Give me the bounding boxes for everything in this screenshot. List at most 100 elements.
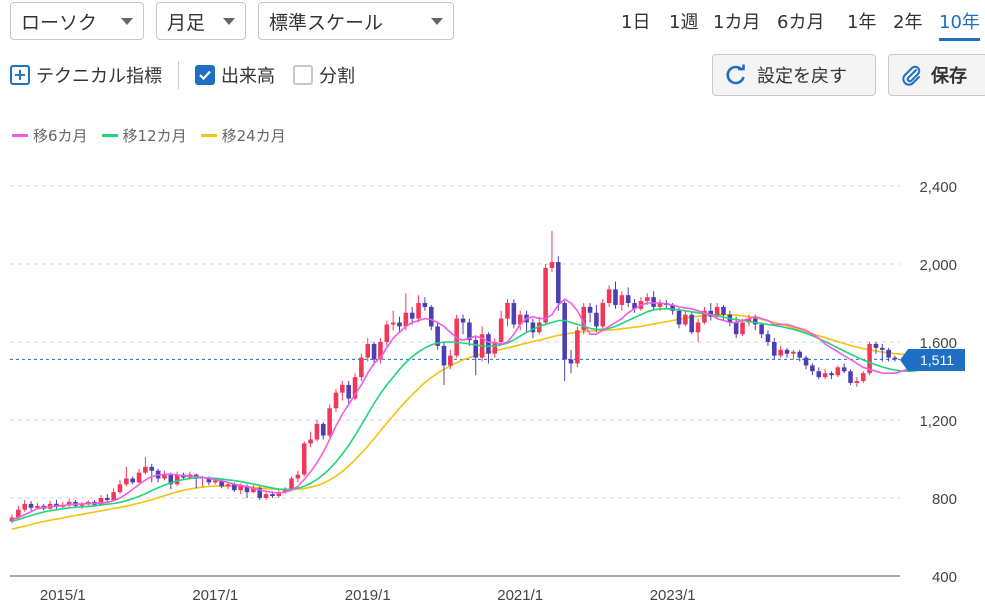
candle-body xyxy=(428,306,434,327)
ma6-line xyxy=(11,298,940,521)
candle-body xyxy=(784,349,790,354)
candle-body xyxy=(708,310,714,317)
x-tick-label: 2021/1 xyxy=(497,587,543,601)
candle-body xyxy=(892,357,898,360)
candle-body xyxy=(575,330,580,364)
legend-item-ma6[interactable]: 移6カ月 xyxy=(12,125,88,146)
candle-body xyxy=(867,343,872,374)
candle-body xyxy=(714,306,720,317)
candle-body xyxy=(301,443,307,475)
candle-body xyxy=(168,474,174,485)
reset-settings-label: 設定を戻す xyxy=(757,66,847,87)
candle-body xyxy=(683,314,688,325)
split-label: 分割 xyxy=(319,66,355,87)
period-tab-6m[interactable]: 6カ月 xyxy=(777,12,825,33)
legend-item-ma12[interactable]: 移12カ月 xyxy=(101,125,187,146)
split-checkbox[interactable] xyxy=(293,65,313,85)
candle-body xyxy=(66,501,72,505)
candle-body xyxy=(448,355,453,366)
y-tick-label: 2,000 xyxy=(919,257,957,274)
candle-body xyxy=(689,314,695,333)
period-tab-10y[interactable]: 10年 xyxy=(939,8,980,41)
period-tab-2y[interactable]: 2年 xyxy=(893,12,923,33)
scale-select[interactable]: 標準スケール xyxy=(258,2,454,40)
candle-body xyxy=(263,494,269,498)
volume-label: 出来高 xyxy=(221,66,275,87)
y-tick-label: 1,600 xyxy=(919,335,957,352)
x-tick-label: 2017/1 xyxy=(192,587,238,601)
candle-body xyxy=(778,349,783,356)
interval-select[interactable]: 月足 xyxy=(156,2,246,40)
candle-body xyxy=(251,488,256,493)
period-tab-1m[interactable]: 1カ月 xyxy=(713,12,761,33)
candle-body xyxy=(702,310,707,323)
legend-item-ma24[interactable]: 移24カ月 xyxy=(200,125,286,146)
x-tick-label: 2023/1 xyxy=(650,587,696,601)
ma12-line xyxy=(11,307,946,523)
candle-body xyxy=(219,480,224,487)
candle-body xyxy=(810,365,815,372)
candle-body xyxy=(613,289,618,305)
legend-label-ma6: 移6カ月 xyxy=(33,127,88,145)
candle-body xyxy=(530,322,536,333)
candle-body xyxy=(327,408,332,436)
candle-body xyxy=(340,384,345,393)
candle-body xyxy=(886,349,891,358)
candle-body xyxy=(492,342,498,354)
candle-body xyxy=(244,486,250,493)
period-tab-1d[interactable]: 1日 xyxy=(621,12,651,33)
candle-body xyxy=(517,314,523,325)
candle-body xyxy=(543,267,548,323)
volume-checkbox[interactable] xyxy=(195,65,215,85)
candle-body xyxy=(860,373,866,381)
candle-body xyxy=(854,381,860,383)
candle-body xyxy=(28,503,34,508)
technical-indicators-link[interactable]: テクニカル指標 xyxy=(36,66,162,87)
candle-body xyxy=(880,347,885,350)
options-row: + テクニカル指標 出来高 分割 xyxy=(10,60,355,90)
candle-body xyxy=(581,306,587,331)
candle-body xyxy=(644,297,650,302)
candle-body xyxy=(206,477,212,483)
candle-body xyxy=(467,322,472,341)
ma24-line xyxy=(11,313,934,530)
candle-body xyxy=(848,371,853,383)
y-tick-label: 400 xyxy=(932,569,957,586)
refresh-icon xyxy=(726,64,745,85)
plus-icon[interactable]: + xyxy=(10,65,30,85)
candle-body xyxy=(536,322,542,333)
candle-body xyxy=(365,343,371,358)
candle-body xyxy=(765,334,771,342)
candle-body xyxy=(276,492,282,497)
period-tab-1y[interactable]: 1年 xyxy=(847,12,877,33)
candle-body xyxy=(740,322,745,335)
candle-body xyxy=(816,371,822,378)
candle-body xyxy=(371,343,377,360)
period-tabs: 1日 1週 1カ月 6カ月 1年 2年 10年 xyxy=(605,8,985,42)
candle-body xyxy=(759,324,764,335)
legend-label-ma12: 移12カ月 xyxy=(122,127,187,145)
candle-body xyxy=(85,501,91,504)
candle-body xyxy=(619,295,625,305)
check-icon xyxy=(199,70,211,81)
candle-body xyxy=(352,377,358,399)
save-button[interactable]: 保存 xyxy=(888,54,985,96)
candle-body xyxy=(130,478,135,483)
period-tab-1w[interactable]: 1週 xyxy=(669,12,699,33)
candle-body xyxy=(79,503,85,506)
paperclip-icon xyxy=(902,65,921,86)
scale-value: 標準スケール xyxy=(269,11,384,34)
candle-body xyxy=(632,303,637,309)
candle-body xyxy=(111,492,116,500)
candle-body xyxy=(625,295,631,303)
ma6-swatch xyxy=(12,134,28,137)
ma24-swatch xyxy=(200,134,217,137)
candle-body xyxy=(403,312,409,327)
candle-body xyxy=(505,303,510,319)
chart-type-select[interactable]: ローソク xyxy=(10,2,144,40)
candle-body xyxy=(594,312,599,327)
candle-body xyxy=(143,466,148,473)
reset-settings-button[interactable]: 設定を戻す xyxy=(712,54,876,96)
candle-body xyxy=(35,505,40,508)
